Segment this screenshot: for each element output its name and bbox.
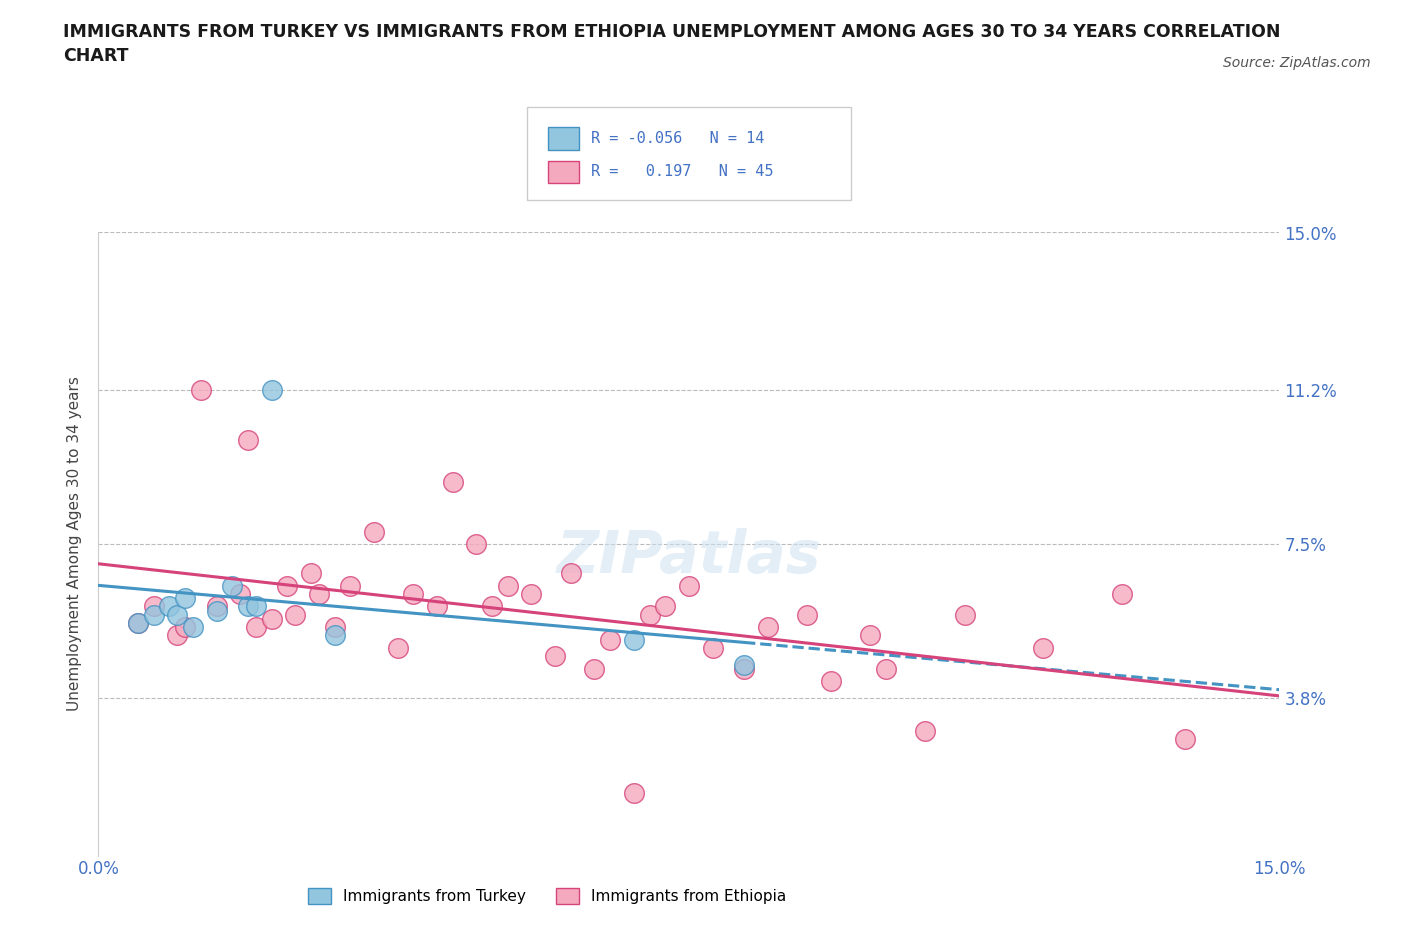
Point [441, 474, 464, 489]
Point [623, 786, 645, 801]
Point [142, 599, 165, 614]
Point [284, 607, 307, 622]
Point [820, 673, 842, 688]
Point [166, 628, 188, 643]
Point [520, 587, 543, 602]
Point [157, 599, 180, 614]
Point [260, 383, 283, 398]
Point [1174, 732, 1197, 747]
Point [236, 599, 259, 614]
Point [205, 603, 228, 618]
Point [599, 632, 621, 647]
Point [127, 616, 149, 631]
Point [205, 599, 228, 614]
Text: ZIPatlas: ZIPatlas [557, 528, 821, 585]
Point [299, 565, 322, 580]
Point [796, 607, 818, 622]
Point [465, 537, 488, 551]
Point [339, 578, 361, 593]
Legend: Immigrants from Turkey, Immigrants from Ethiopia: Immigrants from Turkey, Immigrants from … [302, 882, 793, 910]
Point [481, 599, 503, 614]
Point [875, 661, 897, 676]
Point [308, 587, 330, 602]
Point [181, 619, 204, 634]
Point [678, 578, 700, 593]
Point [654, 599, 676, 614]
Y-axis label: Unemployment Among Ages 30 to 34 years: Unemployment Among Ages 30 to 34 years [67, 377, 83, 711]
Point [496, 578, 519, 593]
Point [402, 587, 425, 602]
Point [733, 661, 755, 676]
Text: IMMIGRANTS FROM TURKEY VS IMMIGRANTS FROM ETHIOPIA UNEMPLOYMENT AMONG AGES 30 TO: IMMIGRANTS FROM TURKEY VS IMMIGRANTS FRO… [63, 23, 1281, 65]
Point [127, 616, 149, 631]
Point [638, 607, 661, 622]
Point [221, 578, 243, 593]
Point [756, 619, 779, 634]
Point [426, 599, 449, 614]
Point [583, 661, 606, 676]
Point [544, 649, 567, 664]
Point [166, 607, 188, 622]
Point [245, 599, 267, 614]
Point [1032, 641, 1054, 656]
Point [623, 632, 645, 647]
Point [387, 641, 409, 656]
Point [1111, 587, 1133, 602]
Point [276, 578, 298, 593]
Point [174, 591, 197, 605]
Text: R = -0.056   N = 14: R = -0.056 N = 14 [591, 131, 763, 146]
Point [229, 587, 252, 602]
Point [236, 432, 259, 447]
Point [260, 611, 283, 626]
Point [914, 724, 936, 738]
Point [859, 628, 882, 643]
Point [174, 619, 197, 634]
Point [560, 565, 582, 580]
Point [190, 383, 212, 398]
Point [323, 628, 346, 643]
Point [702, 641, 724, 656]
Point [363, 525, 385, 539]
Text: Source: ZipAtlas.com: Source: ZipAtlas.com [1223, 56, 1371, 70]
Point [142, 607, 165, 622]
Point [733, 658, 755, 672]
Point [245, 619, 267, 634]
Text: R =   0.197   N = 45: R = 0.197 N = 45 [591, 165, 773, 179]
Point [953, 607, 976, 622]
Point [323, 619, 346, 634]
